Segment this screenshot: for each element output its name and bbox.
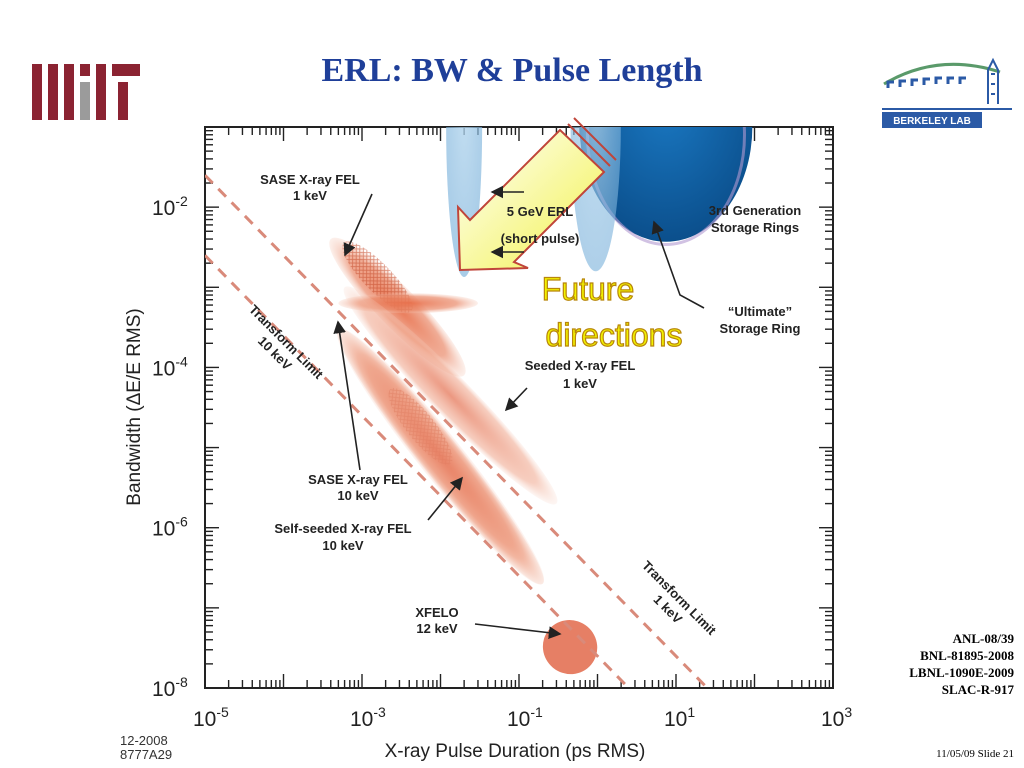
reference-item: ANL-08/39	[952, 631, 1014, 646]
region-seeded-x-ray-fel-1-kev	[343, 286, 558, 505]
plot-area	[204, 126, 834, 689]
transform-limit-line	[205, 254, 630, 688]
mit-logo	[32, 64, 140, 120]
figure-date: 12-2008	[120, 733, 168, 748]
reference-item: SLAC-R-917	[941, 682, 1014, 697]
transform-limit-line	[205, 174, 709, 688]
reference-item: BNL-81895-2008	[920, 648, 1014, 663]
annotation-ultimate: “Ultimate” Storage Ring	[720, 304, 801, 336]
y-tick-label: 10-6	[152, 514, 188, 541]
berkeley-lab-logo: BERKELEY LAB	[882, 57, 1012, 128]
annotation-seeded-1kev: Seeded X-ray FEL 1 keV	[525, 358, 636, 391]
annotation-sase-1kev: SASE X-ray FEL 1 keV	[260, 172, 360, 203]
y-tick-label: 10-8	[152, 674, 188, 701]
figure-id: 8777A29	[120, 747, 173, 762]
future-directions-label: Future directions	[542, 271, 683, 353]
annotation-sase-10kev: SASE X-ray FEL 10 keV	[308, 472, 408, 503]
y-tick-label: 10-2	[152, 193, 188, 220]
annotation-3rd-gen: 3rd Generation Storage Rings	[709, 203, 802, 235]
berkeley-lab-wordmark: BERKELEY LAB	[893, 116, 971, 127]
x-tick-label: 101	[664, 704, 695, 731]
x-tick-label: 10-3	[350, 704, 386, 731]
slide-title: ERL: BW & Pulse Length	[321, 52, 703, 89]
x-tick-label: 10-1	[507, 704, 543, 731]
source-regions	[329, 127, 753, 675]
annotation-erl: 5 GeV ERL (short pulse)	[501, 204, 580, 246]
transform-limit-lines	[205, 174, 709, 688]
annotation-xfelo: XFELO 12 keV	[415, 605, 458, 636]
y-tick-label: 10-4	[152, 353, 188, 380]
reference-list: ANL-08/39 BNL-81895-2008 LBNL-1090E-2009…	[909, 630, 1014, 698]
tick-labels: 10-5 10-3 10-1 101 103 10-8 10-6 10-4 10-2	[152, 193, 852, 731]
annotation-self-seeded: Self-seeded X-ray FEL 10 keV	[274, 521, 411, 553]
x-axis-label: X-ray Pulse Duration (ps RMS)	[385, 741, 646, 762]
region-3rd-generation-storage-rings	[579, 127, 753, 242]
region-self-seeded-x-ray-fel-10-kev	[336, 328, 545, 585]
y-axis-label: Bandwidth (ΔE/E RMS)	[124, 308, 145, 505]
reference-item: LBNL-1090E-2009	[909, 665, 1014, 680]
annotation-leaders	[333, 185, 705, 640]
slide-footer: 11/05/09 Slide 21	[936, 748, 1014, 760]
future-arrow	[456, 117, 617, 272]
x-tick-label: 10-5	[193, 704, 229, 731]
x-tick-label: 103	[821, 704, 852, 731]
figure-code: 12-2008 8777A29	[120, 734, 172, 762]
